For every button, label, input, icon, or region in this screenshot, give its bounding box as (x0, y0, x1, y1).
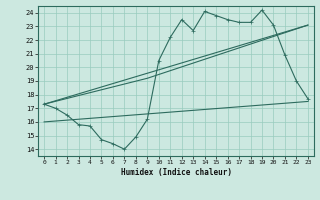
X-axis label: Humidex (Indice chaleur): Humidex (Indice chaleur) (121, 168, 231, 177)
